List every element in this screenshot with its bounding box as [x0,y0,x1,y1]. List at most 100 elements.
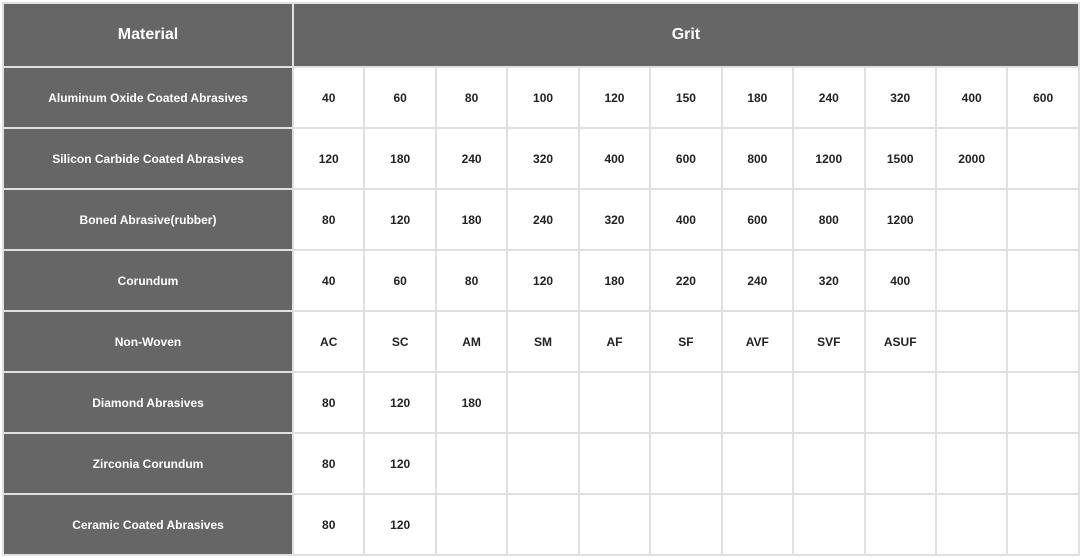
grit-cell: 600 [650,128,721,189]
grit-cell: 80 [436,250,507,311]
grit-cell: 320 [507,128,578,189]
grit-cell: 600 [1007,67,1078,128]
grit-cell [1007,128,1078,189]
grit-cell: 120 [364,372,435,433]
table-row: Zirconia Corundum 80 120 [3,433,1079,494]
grit-cell [793,494,864,555]
grit-cell [722,372,793,433]
table-header: Material Grit [3,3,1079,67]
grit-cell [793,372,864,433]
table-row: Corundum 40 60 80 120 180 220 240 320 40… [3,250,1079,311]
grit-cell: 400 [650,189,721,250]
grit-cell: 2000 [936,128,1007,189]
table-row: Ceramic Coated Abrasives 80 120 [3,494,1079,555]
grit-cell: 400 [936,67,1007,128]
grit-cell: 600 [722,189,793,250]
table-row: Aluminum Oxide Coated Abrasives 40 60 80… [3,67,1079,128]
grit-cell: 800 [722,128,793,189]
grit-cell: 320 [579,189,650,250]
grit-cell: 80 [293,189,364,250]
grit-cell [507,372,578,433]
grit-cell: ASUF [865,311,936,372]
column-header-grit: Grit [293,3,1079,67]
grit-cell: 1200 [865,189,936,250]
grit-cell [936,250,1007,311]
grit-cell: SM [507,311,578,372]
grit-cell [436,494,507,555]
grit-cell: 100 [507,67,578,128]
grit-cell: 1200 [793,128,864,189]
abrasive-grit-table: Material Grit Aluminum Oxide Coated Abra… [2,2,1080,556]
grit-cell: 400 [865,250,936,311]
grit-cell: 240 [436,128,507,189]
table-body: Aluminum Oxide Coated Abrasives 40 60 80… [3,67,1079,555]
grit-cell: 1500 [865,128,936,189]
grit-cell: 40 [293,67,364,128]
grit-cell: 400 [579,128,650,189]
grit-cell [936,311,1007,372]
grit-cell [865,494,936,555]
grit-cell [1007,189,1078,250]
grit-cell: AF [579,311,650,372]
grit-cell: 80 [436,67,507,128]
grit-cell [507,494,578,555]
grit-cell [936,189,1007,250]
grit-cell: SC [364,311,435,372]
grit-cell: AM [436,311,507,372]
grit-cell [507,433,578,494]
grit-cell: 180 [436,372,507,433]
grit-cell: 240 [793,67,864,128]
grit-cell: 60 [364,67,435,128]
grit-cell: 220 [650,250,721,311]
table-row: Boned Abrasive(rubber) 80 120 180 240 32… [3,189,1079,250]
grit-cell [936,372,1007,433]
grit-cell: AC [293,311,364,372]
row-material: Corundum [3,250,293,311]
grit-cell: 800 [793,189,864,250]
grit-cell [650,372,721,433]
grit-cell [865,372,936,433]
grit-cell: 320 [793,250,864,311]
row-material: Silicon Carbide Coated Abrasives [3,128,293,189]
grit-cell [579,494,650,555]
grit-cell: SF [650,311,721,372]
grit-cell: 80 [293,494,364,555]
grit-cell [865,433,936,494]
row-material: Non-Woven [3,311,293,372]
grit-cell [1007,311,1078,372]
row-material: Diamond Abrasives [3,372,293,433]
grit-cell [793,433,864,494]
grit-cell: 40 [293,250,364,311]
grit-cell: 120 [293,128,364,189]
grit-cell [722,433,793,494]
grit-cell [579,372,650,433]
grit-cell: 80 [293,433,364,494]
grit-cell: 240 [507,189,578,250]
row-material: Boned Abrasive(rubber) [3,189,293,250]
grit-cell: 150 [650,67,721,128]
table-row: Non-Woven AC SC AM SM AF SF AVF SVF ASUF [3,311,1079,372]
table-row: Silicon Carbide Coated Abrasives 120 180… [3,128,1079,189]
grit-cell: 60 [364,250,435,311]
grit-cell [1007,372,1078,433]
grit-cell: 180 [436,189,507,250]
grit-cell [1007,250,1078,311]
grit-cell [936,433,1007,494]
grit-cell [650,494,721,555]
grit-cell [579,433,650,494]
grit-cell [1007,433,1078,494]
grit-cell [722,494,793,555]
grit-cell: 120 [579,67,650,128]
row-material: Zirconia Corundum [3,433,293,494]
grit-cell: SVF [793,311,864,372]
grit-cell: 180 [722,67,793,128]
column-header-material: Material [3,3,293,67]
table-row: Diamond Abrasives 80 120 180 [3,372,1079,433]
grit-cell: 80 [293,372,364,433]
grit-cell: 120 [364,189,435,250]
grit-cell [936,494,1007,555]
grit-cell: 320 [865,67,936,128]
grit-cell [650,433,721,494]
row-material: Ceramic Coated Abrasives [3,494,293,555]
grit-cell [1007,494,1078,555]
